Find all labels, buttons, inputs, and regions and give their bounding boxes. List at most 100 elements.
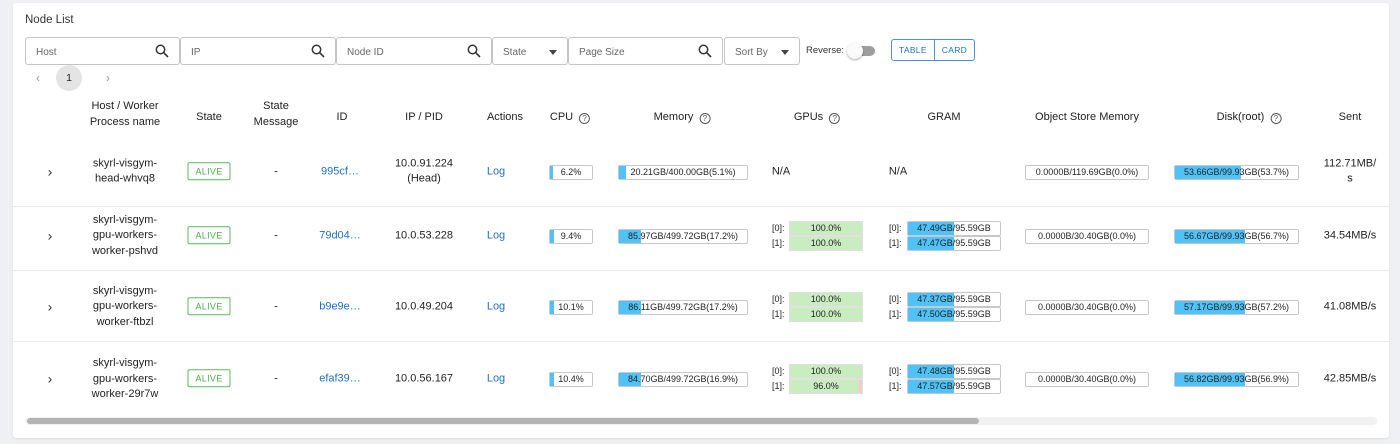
chevron-right-icon[interactable]: › [47, 370, 53, 387]
page-title: Node List [25, 14, 74, 26]
ip-pid-line: 10.0.91.224 [394, 157, 454, 169]
gpu-index: [0]: [772, 366, 785, 376]
gpu-index: [0]: [772, 223, 785, 233]
gram-bar: 47.57GB/95.59GB [907, 379, 1001, 394]
search-icon[interactable] [698, 44, 712, 58]
scrollbar-thumb[interactable] [27, 418, 979, 424]
object-store-text: 0.0000B/30.40GB(0.0%) [1037, 231, 1137, 241]
gram-text: 47.57GB/95.59GB [917, 381, 991, 391]
caret-down-icon [549, 50, 557, 55]
gpu-util-text: 96.0% [813, 381, 839, 391]
search-icon[interactable] [311, 44, 325, 58]
gram-fill [908, 308, 954, 321]
gram-index: [1]: [889, 309, 902, 319]
disk-bar-fill [1175, 301, 1246, 314]
disk-bar: 56.82GB/99.93GB(56.9%) [1174, 372, 1299, 387]
host-name-line: worker-ftbzl [96, 315, 154, 328]
disk-bar-text: 56.82GB/99.93GB(56.9%) [1183, 374, 1290, 384]
host-search-field[interactable]: Host [25, 37, 180, 65]
node-id-search-field[interactable]: Node ID [336, 37, 492, 65]
cpu-bar-text: 6.2% [560, 167, 582, 177]
log-link[interactable]: Log [486, 228, 506, 241]
node-id-link[interactable]: efaf39… [319, 372, 361, 385]
host-name-line: skyrl-visgym- [92, 284, 158, 297]
memory-bar-fill [619, 373, 641, 386]
help-icon[interactable]: ? [699, 113, 711, 124]
cpu-bar: 10.1% [549, 300, 593, 315]
ip-pid: 10.0.49.204 [395, 299, 453, 315]
sent-rate-line: 42.85MB/s [1323, 372, 1377, 385]
memory-bar-text: 20.21GB/400.00GB(5.1%) [630, 167, 736, 177]
sent-rate: 42.85MB/s [1324, 371, 1377, 387]
cpu-bar: 9.4% [549, 229, 593, 244]
state-message: - [274, 228, 278, 241]
sort-by-select[interactable]: Sort By [724, 37, 800, 65]
host-name-line: gpu-workers- [92, 299, 158, 312]
cpu-bar-text: 10.4% [558, 374, 584, 384]
horizontal-scrollbar[interactable] [25, 417, 1377, 425]
card-view-button[interactable]: CARD [933, 40, 974, 60]
host-name-line: gpu-workers- [92, 372, 158, 385]
log-link[interactable]: Log [486, 164, 506, 177]
state-cell: ALIVE [187, 296, 231, 315]
help-icon[interactable]: ? [829, 113, 841, 124]
gpu-index: [1]: [772, 309, 785, 319]
state-select[interactable]: State [492, 37, 568, 65]
cpu-bar: 10.4% [549, 372, 593, 387]
object-store-text: 0.0000B/119.69GB(0.0%) [1035, 167, 1139, 177]
node-id-link[interactable]: 995cf… [321, 164, 359, 177]
node-id-link[interactable]: b9e9e… [319, 299, 361, 312]
node-id-link[interactable]: 79d04… [319, 228, 361, 241]
prev-page-button[interactable]: ‹ [36, 71, 40, 85]
host-name: skyrl-visgym-gpu-workers-worker-29r7w [92, 356, 159, 403]
ip-pid: 10.0.56.167 [395, 371, 453, 387]
view-toggle-group: TABLE CARD [891, 39, 976, 61]
state-cell: ALIVE [187, 369, 231, 388]
help-icon[interactable]: ? [1270, 113, 1282, 124]
chevron-right-icon[interactable]: › [47, 226, 53, 243]
gram-text: 47.50GB/95.59GB [917, 309, 991, 319]
gram-fill [908, 237, 954, 250]
gpu-util-text: 100.0% [810, 366, 842, 376]
gpu-util-bar: 100.0% [789, 221, 863, 236]
ip-pid-line: 10.0.53.228 [394, 228, 454, 241]
gram-index: [0]: [889, 366, 902, 376]
sent-rate: 112.71MB/s [1324, 156, 1376, 187]
sent-rate-line: 34.54MB/s [1323, 228, 1377, 241]
memory-bar: 85.97GB/499.72GB(17.2%) [618, 229, 748, 244]
status-badge: ALIVE [187, 369, 231, 388]
object-store-text: 0.0000B/30.40GB(0.0%) [1037, 374, 1137, 384]
status-badge: ALIVE [187, 296, 231, 315]
disk-bar-text: 53.66GB/99.93GB(53.7%) [1183, 167, 1290, 177]
gpu-util-fill [790, 365, 862, 378]
next-page-button[interactable]: › [106, 71, 110, 85]
state-cell: ALIVE [187, 161, 231, 180]
disk-header-label: Disk(root) [1216, 111, 1265, 123]
host-name-line: worker-pshvd [91, 244, 159, 257]
object-store-bar: 0.0000B/30.40GB(0.0%) [1025, 372, 1149, 387]
host-name-line: head-whvq8 [95, 172, 155, 185]
help-icon[interactable]: ? [579, 113, 591, 124]
search-icon[interactable] [467, 44, 481, 58]
log-link[interactable]: Log [486, 372, 506, 385]
log-link[interactable]: Log [486, 299, 506, 312]
gram-fill [908, 365, 954, 378]
gpu-util-text: 100.0% [810, 294, 842, 304]
host-name: skyrl-visgym-gpu-workers-worker-ftbzl [93, 283, 157, 330]
reverse-toggle[interactable] [847, 42, 877, 59]
host-name-line: gpu-workers- [92, 228, 158, 241]
disk-bar-text: 57.17GB/99.93GB(57.2%) [1183, 302, 1290, 312]
search-icon[interactable] [155, 44, 169, 58]
gpu-util-fill [790, 380, 860, 393]
cpu-bar-fill [550, 301, 555, 314]
page-size-field[interactable]: Page Size [568, 37, 723, 65]
page-button-1[interactable]: 1 [56, 65, 82, 91]
memory-bar-text: 86.11GB/499.72GB(17.2%) [628, 302, 738, 312]
cpu-bar-text: 9.4% [560, 231, 582, 241]
host-placeholder: Host [36, 47, 57, 58]
chevron-right-icon[interactable]: › [47, 297, 53, 314]
ip-search-field[interactable]: IP [180, 37, 336, 65]
table-view-button[interactable]: TABLE [899, 45, 927, 55]
chevron-right-icon[interactable]: › [47, 162, 53, 179]
gpu-util-text: 100.0% [810, 238, 842, 248]
